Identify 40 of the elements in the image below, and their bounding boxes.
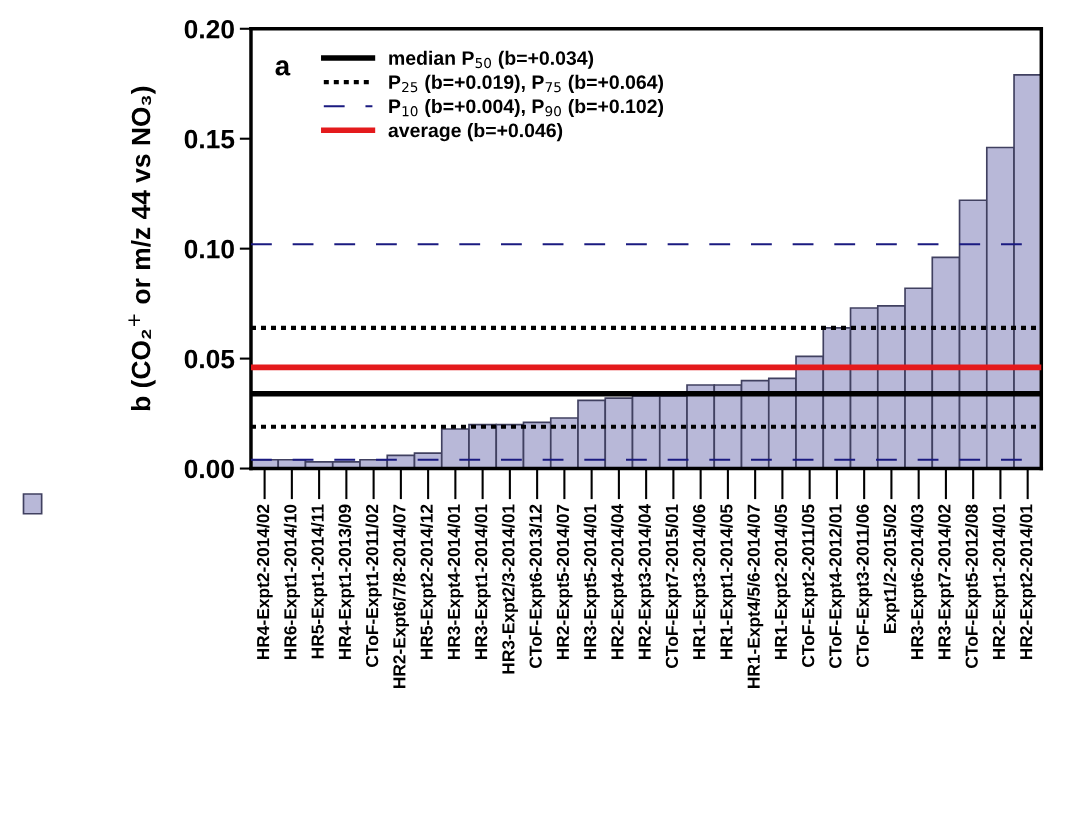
y-axis-title: b (CO₂$^{+}$ or m/z 44 vs NO₃) [128,86,156,411]
x-tick-label: HR2-Expt5-2014/07 [556,504,573,660]
x-tick-label: HR2-Expt3-2014/04 [638,504,655,660]
x-tick-label: HR2-Expt2-2014/01 [1019,504,1036,660]
x-tick-label: HR3-Expt1-2014/01 [474,504,491,660]
legend-label: P$_{25}$ (b=+0.019), P$_{75}$ (b=+0.064) [389,74,664,93]
x-tick-label: CToF-Expt1-2011/02 [365,504,382,667]
annotation: a [275,60,291,76]
x-tick-label: HR2-Expt4-2014/04 [610,504,627,660]
x-tick-label: HR3-Expt5-2014/01 [583,504,600,660]
x-tick-label: HR4-Expt2-2014/02 [256,504,273,660]
x-tick-label: CToF-Expt7-2015/01 [665,504,682,668]
y-tick-label: 0.10 [184,239,234,259]
x-tick-label: HR2-Expt6/7/8-2014/07 [392,504,409,689]
x-tick-label: Expt1/2-2015/02 [883,504,900,634]
x-tick-label: CToF-Expt5-2012/08 [965,504,982,668]
x-tick-label: CToF-Expt3-2011/06 [856,504,873,667]
y-tick-label: 0.05 [184,349,235,369]
y-tick-label: 0.20 [184,19,234,39]
x-tick-label: HR4-Expt1-2013/09 [338,504,355,660]
x-tick-label: HR1-Expt2-2014/05 [774,504,791,660]
x-tick-label: HR5-Expt1-2014/11 [311,504,328,659]
x-tick-label: HR5-Expt2-2014/12 [420,504,437,660]
x-tick-label: HR3-Expt7-2014/02 [937,504,955,660]
x-tick-label: HR1-Expt1-2014/05 [719,504,736,660]
x-tick-label: HR3-Expt2/3-2014/01 [501,504,518,674]
x-tick-label: HR1-Expt4/5/6-2014/07 [747,504,764,689]
x-tick-label: CToF-Expt4-2012/01 [828,504,845,668]
x-tick-label: HR3-Expt4-2014/01 [447,504,464,660]
legend-label: average (b=+0.046) [388,123,563,142]
y-tick-label: 0.00 [184,459,234,479]
x-tick-label: CToF-Expt6-2013/12 [529,504,546,668]
x-tick-label: HR6-Expt1-2014/10 [283,504,300,660]
x-tick-label: HR3-Expt6-2014/03 [910,504,927,660]
x-tick-label: HR1-Expt3-2014/06 [692,504,709,660]
y-tick-label: 0.15 [184,129,235,149]
legend-label: P$_{10}$ (b=+0.004), P$_{90}$ (b=+0.102) [389,98,664,118]
legend-label: median P$_{50}$ (b=+0.034) [389,50,594,69]
x-tick-label: HR2-Expt1-2014/01 [992,504,1009,660]
x-tick-label: CToF-Expt2-2011/05 [801,504,818,667]
